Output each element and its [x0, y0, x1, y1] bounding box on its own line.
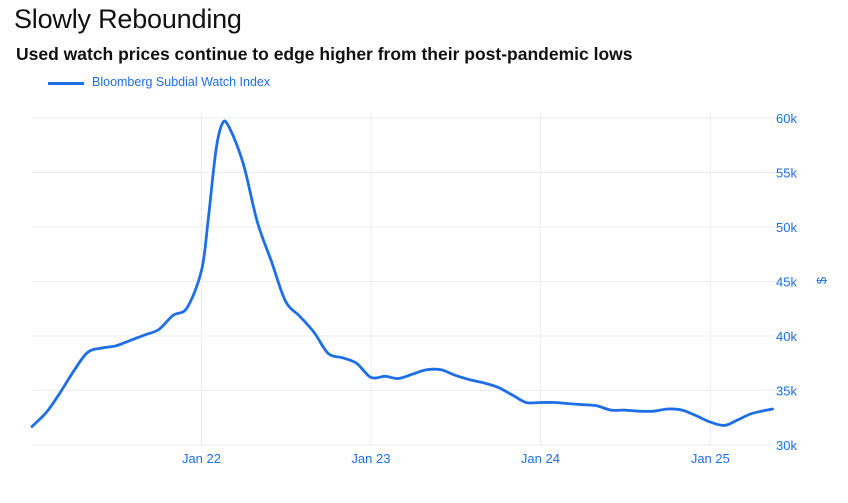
chart-subtitle: Used watch prices continue to edge highe… [16, 44, 633, 64]
y-tick-label: 50k [776, 220, 797, 235]
series-line [30, 119, 774, 428]
x-axis-ticks: Jan 22 Jan 23 Jan 24 Jan 25 [182, 451, 730, 466]
y-tick-label: 35k [776, 384, 797, 399]
x-tick-label: Jan 22 [182, 451, 221, 466]
legend[interactable]: Bloomberg Subdial Watch Index [48, 72, 272, 92]
y-tick-label: 55k [776, 166, 797, 181]
legend-swatch [48, 82, 84, 85]
x-tick-label: Jan 25 [691, 451, 730, 466]
y-axis-label: $ [814, 276, 829, 284]
y-tick-label: 60k [776, 111, 797, 126]
series-group [30, 119, 774, 428]
y-axis-ticks: 30k 35k 40k 45k 50k 55k 60k [776, 111, 797, 453]
x-tick-label: Jan 23 [351, 451, 390, 466]
y-tick-label: 40k [776, 329, 797, 344]
legend-label: Bloomberg Subdial Watch Index [92, 75, 271, 89]
y-tick-label: 45k [776, 275, 797, 290]
x-tick-label: Jan 24 [521, 451, 560, 466]
y-tick-label: 30k [776, 438, 797, 453]
chart-title: Slowly Rebounding [14, 4, 242, 34]
y-gridlines [32, 117, 780, 446]
x-gridlines [200, 112, 711, 445]
